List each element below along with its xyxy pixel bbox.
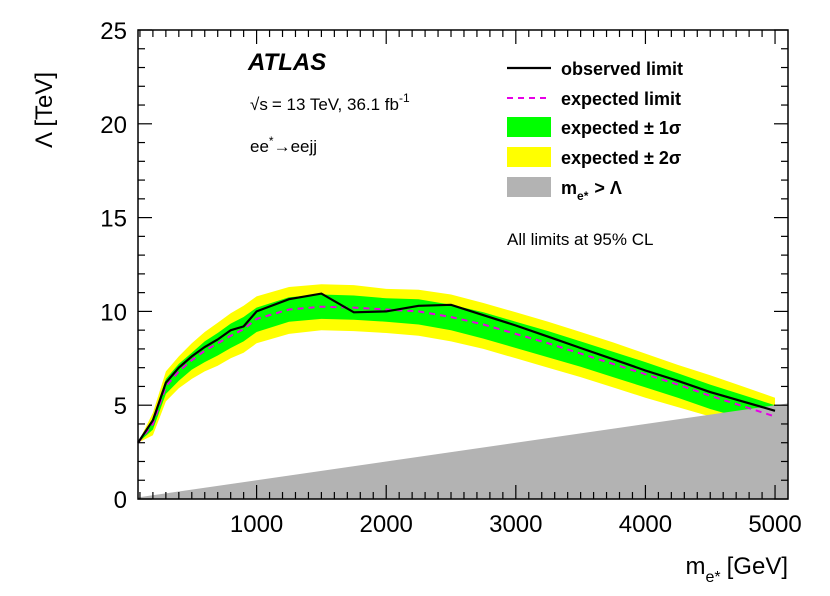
process-label: ee*→eejj [250, 134, 317, 156]
x-axis-title-main: m [686, 553, 706, 580]
legend-observed-label: observed limit [561, 59, 683, 79]
legend: observed limit expected limit expected ±… [507, 59, 683, 249]
energy-lumi-text: = 13 TeV, 36.1 fb [272, 95, 399, 114]
expected-limit-line [137, 305, 776, 444]
lumi-superscript: -1 [399, 91, 410, 105]
x-axis-title: me* [GeV] [686, 553, 788, 586]
x-axis-title-sub: e* [706, 569, 721, 586]
sqrt-s-symbol: √s [250, 95, 268, 114]
legend-two-sigma-swatch [507, 147, 551, 167]
limit-curves [137, 292, 776, 444]
process-suffix: →eejj [274, 137, 317, 156]
y-tick-label: 25 [100, 18, 127, 45]
legend-excluded-tail: > Λ [594, 178, 622, 198]
y-tick-label: 10 [100, 299, 127, 326]
legend-excluded-swatch [507, 177, 551, 197]
legend-two-sigma-label: expected ± 2σ [561, 148, 681, 168]
legend-expected-label: expected limit [561, 89, 681, 109]
process-prefix: ee [250, 137, 269, 156]
legend-excluded-sub: e* [577, 189, 589, 203]
x-tick-label: 5000 [748, 511, 801, 538]
x-tick-label: 3000 [489, 511, 542, 538]
legend-one-sigma-label: expected ± 1σ [561, 118, 681, 138]
y-axis-title: Λ [TeV] [31, 72, 58, 148]
legend-one-sigma-swatch [507, 117, 551, 137]
axis-ticks [138, 29, 788, 500]
plot-frame [137, 29, 789, 500]
process-star: * [269, 134, 274, 148]
atlas-label: ATLAS [247, 49, 326, 76]
x-tick-label: 1000 [230, 511, 283, 538]
observed-limit-line [137, 292, 776, 444]
x-tick-label: 2000 [360, 511, 413, 538]
legend-excluded-main: m [561, 178, 577, 198]
excluded-region [138, 403, 788, 499]
x-tick-label: 4000 [619, 511, 672, 538]
y-tick-label: 0 [114, 487, 127, 514]
x-axis-title-unit: [GeV] [727, 553, 788, 580]
y-tick-label: 5 [114, 393, 127, 420]
axis-tick-labels: 1000 2000 3000 4000 5000 0 5 10 15 20 25 [100, 18, 801, 538]
y-tick-label: 20 [100, 112, 127, 139]
cl-note: All limits at 95% CL [507, 230, 653, 249]
two-sigma-band [138, 284, 775, 443]
y-tick-label: 15 [100, 206, 127, 233]
excluded-region-group [138, 403, 788, 499]
energy-lumi-label: √s = 13 TeV, 36.1 fb-1 [250, 91, 410, 114]
uncertainty-bands [138, 284, 775, 443]
legend-excluded-label: me* > Λ [561, 178, 622, 203]
one-sigma-band [138, 294, 775, 443]
